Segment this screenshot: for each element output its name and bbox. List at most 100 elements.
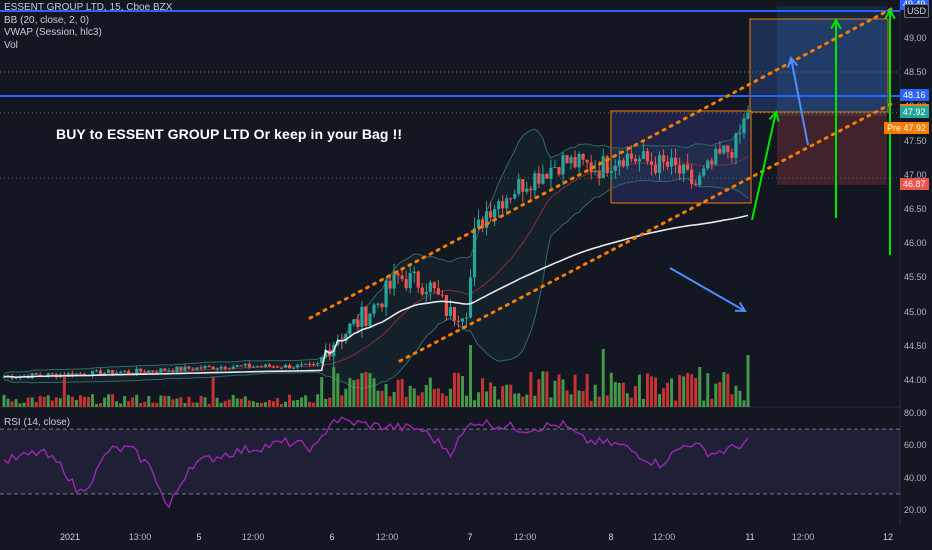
candle-body bbox=[352, 319, 356, 324]
candle-body bbox=[283, 364, 288, 368]
volume-bar bbox=[103, 397, 107, 407]
arrow-green-1[interactable] bbox=[751, 109, 780, 221]
volume-bar bbox=[207, 403, 211, 407]
chart-annotation-text[interactable]: BUY to ESSENT GROUP LTD Or keep in your … bbox=[56, 126, 403, 142]
time-tick: 6 bbox=[329, 532, 335, 542]
volume-bar bbox=[203, 397, 207, 407]
volume-bar bbox=[469, 345, 473, 407]
candle-body bbox=[348, 323, 352, 334]
volume-bar bbox=[561, 379, 565, 407]
volume-bar bbox=[119, 403, 123, 407]
currency-badge[interactable]: USD bbox=[904, 4, 930, 18]
volume-bar bbox=[296, 399, 300, 407]
legend-vol[interactable]: Vol bbox=[4, 39, 18, 51]
candle-body bbox=[279, 367, 284, 369]
candle-body bbox=[191, 368, 195, 370]
candle-body bbox=[147, 370, 151, 373]
volume-bar bbox=[143, 401, 147, 407]
volume-bar bbox=[151, 402, 155, 407]
candle-body bbox=[521, 179, 525, 192]
candle-body bbox=[501, 201, 505, 209]
candle-body bbox=[312, 363, 316, 365]
arrow-blue-up[interactable] bbox=[787, 55, 809, 146]
volume-bar bbox=[368, 373, 372, 407]
price-tick: 46.00 bbox=[904, 238, 927, 249]
volume-bar bbox=[316, 394, 320, 407]
legend-symbol[interactable]: ESSENT GROUP LTD, 15, Cboe BZX bbox=[4, 2, 173, 13]
candle-body bbox=[239, 365, 243, 367]
volume-bar bbox=[613, 382, 617, 407]
candle-body bbox=[730, 152, 734, 158]
legend-bb[interactable]: BB (20, close, 2, 0) bbox=[4, 14, 90, 26]
time-tick: 2021 bbox=[59, 532, 81, 542]
volume-bar bbox=[384, 383, 388, 407]
candle-body bbox=[267, 364, 272, 367]
volume-bar bbox=[533, 395, 537, 407]
channel-lower-line bbox=[398, 101, 895, 363]
volume-bar bbox=[271, 401, 275, 407]
volume-bar bbox=[537, 379, 541, 407]
volume-bar bbox=[30, 397, 34, 407]
volume-bar bbox=[440, 393, 444, 407]
candle-body bbox=[392, 273, 396, 289]
volume-bar bbox=[163, 395, 167, 407]
volume-bar bbox=[340, 395, 344, 407]
volume-bar bbox=[404, 396, 408, 407]
rsi-pane bbox=[0, 416, 900, 509]
volume-bar bbox=[645, 373, 649, 407]
volume-bar bbox=[111, 394, 115, 407]
candle-body bbox=[448, 307, 452, 316]
volume-bar bbox=[356, 379, 360, 407]
candle-body bbox=[291, 367, 296, 369]
volume-bar bbox=[641, 398, 645, 407]
candle-body bbox=[633, 158, 637, 162]
candle-body bbox=[553, 167, 557, 169]
volume-bar bbox=[123, 396, 127, 407]
candle-body bbox=[400, 275, 404, 280]
arrow-blue-down[interactable] bbox=[669, 267, 747, 313]
volume-bar bbox=[392, 392, 396, 407]
candle-body bbox=[629, 153, 633, 159]
candle-body bbox=[597, 170, 601, 179]
rsi-legend[interactable]: RSI (14, close) bbox=[4, 417, 71, 428]
volume-bar bbox=[360, 373, 364, 407]
volume-bar bbox=[493, 386, 497, 407]
volume-bar bbox=[714, 383, 718, 407]
candle-body bbox=[517, 179, 521, 194]
volume-bar bbox=[678, 375, 682, 407]
candle-body bbox=[127, 371, 131, 374]
volume-bar bbox=[344, 388, 348, 407]
rsi-tick: 40.00 bbox=[904, 472, 927, 483]
volume-bar bbox=[336, 373, 340, 407]
volume-bar bbox=[424, 384, 428, 407]
volume-bar bbox=[255, 402, 259, 407]
arrow-green-2[interactable] bbox=[830, 17, 842, 218]
volume-bar bbox=[300, 397, 304, 407]
volume-bar bbox=[235, 398, 239, 407]
candle-body bbox=[70, 373, 74, 376]
volume-bar bbox=[167, 395, 171, 407]
candle-body bbox=[135, 368, 139, 374]
candle-body bbox=[316, 363, 320, 365]
rsi-line bbox=[3, 416, 749, 509]
volume-bar bbox=[115, 401, 119, 407]
candle-body bbox=[171, 370, 175, 372]
volume-bar bbox=[304, 395, 308, 407]
candle-body bbox=[489, 211, 493, 218]
candle-body bbox=[718, 148, 722, 154]
candle-body bbox=[102, 373, 107, 376]
candle-body bbox=[2, 376, 6, 378]
drawing-arrows[interactable] bbox=[669, 7, 896, 313]
volume-bar bbox=[42, 396, 46, 407]
time-tick: 5 bbox=[196, 532, 202, 542]
candle-body bbox=[235, 365, 239, 367]
candle-body bbox=[657, 155, 662, 173]
rsi-tick: 20.00 bbox=[904, 505, 927, 515]
legend-vwap[interactable]: VWAP (Session, hlc3) bbox=[4, 27, 102, 38]
volume-bar bbox=[597, 396, 601, 407]
candle-body bbox=[569, 157, 573, 164]
price-axis[interactable]: 49.0048.5048.0047.5047.0046.5046.0045.50… bbox=[884, 0, 932, 525]
volume-bar bbox=[436, 388, 440, 407]
time-axis[interactable]: 2021 13:00 5 12:00 6 12:00 7 12:00 8 12:00 11 12:00… bbox=[0, 525, 900, 550]
